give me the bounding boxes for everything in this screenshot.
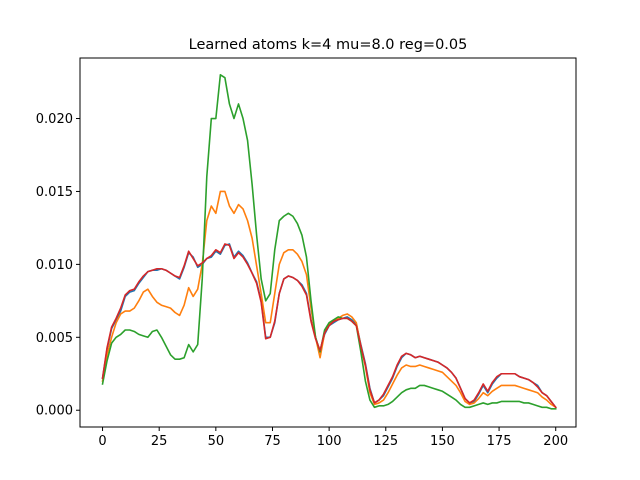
x-tick-label: 75 — [264, 434, 281, 449]
chart-title: Learned atoms k=4 mu=8.0 reg=0.05 — [189, 37, 468, 53]
y-tick-label: 0.015 — [36, 185, 73, 200]
x-tick-label: 150 — [430, 434, 455, 449]
x-tick-label: 125 — [373, 434, 398, 449]
y-tick-label: 0.020 — [36, 112, 73, 127]
x-tick-label: 200 — [543, 434, 568, 449]
x-axis: 0 25 50 75 100 125 150 175 200 — [98, 427, 568, 449]
y-tick-label: 0.000 — [36, 404, 73, 419]
y-tick-label: 0.005 — [36, 331, 73, 346]
y-axis: 0.000 0.005 0.010 0.015 0.020 — [36, 112, 80, 419]
x-tick-label: 100 — [317, 434, 342, 449]
plot-area — [80, 58, 576, 427]
x-tick-label: 50 — [208, 434, 225, 449]
plot-frame — [79, 57, 577, 428]
series-line-3 — [101, 73, 557, 410]
series-line-4 — [101, 243, 557, 409]
x-tick-label: 175 — [487, 434, 512, 449]
x-tick-label: 0 — [98, 434, 106, 449]
x-tick-label: 25 — [151, 434, 168, 449]
series-layer — [101, 73, 557, 410]
y-tick-label: 0.010 — [36, 258, 73, 273]
